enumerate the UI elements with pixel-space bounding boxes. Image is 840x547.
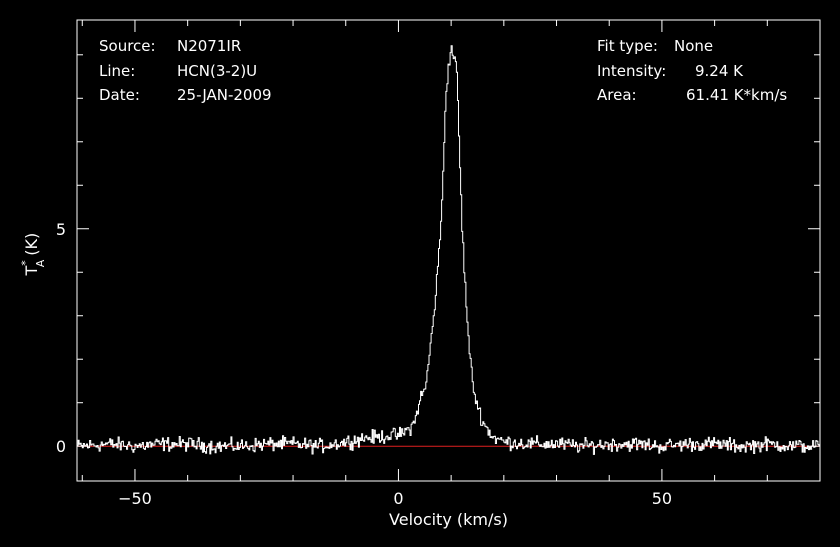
y-axis-label-unit: (K)	[22, 233, 41, 256]
y-tick-label: 5	[56, 220, 66, 239]
y-axis-label: T* A (K)	[19, 233, 47, 277]
y-axis-label-sup: *	[19, 260, 32, 266]
fit-type-label: Fit type:	[597, 37, 658, 55]
area-value: 61.41 K*km/s	[686, 86, 787, 104]
intensity-value: 9.24 K	[695, 62, 744, 80]
source-label: Source:	[99, 37, 156, 55]
source-value: N2071IR	[177, 37, 241, 55]
x-axis-label: Velocity (km/s)	[389, 510, 508, 529]
x-tick-label: −50	[118, 489, 152, 508]
line-value: HCN(3-2)U	[177, 62, 257, 80]
axis-ticks: −50 0 50 0 5	[56, 20, 821, 508]
x-tick-label: 0	[393, 489, 403, 508]
date-label: Date:	[99, 86, 140, 104]
date-value: 25-JAN-2009	[177, 86, 272, 104]
y-axis-label-main: T	[22, 266, 41, 277]
plot-frame	[76, 19, 821, 482]
y-tick-label: 0	[56, 437, 66, 456]
intensity-label: Intensity:	[597, 62, 666, 80]
y-axis-label-sub: A	[34, 259, 47, 267]
header-info: Source: N2071IR Line: HCN(3-2)U Date: 25…	[99, 37, 787, 104]
line-label: Line:	[99, 62, 135, 80]
fit-type-value: None	[674, 37, 713, 55]
spectrum-line	[77, 45, 821, 455]
x-tick-label: 50	[652, 489, 672, 508]
area-label: Area:	[597, 86, 637, 104]
